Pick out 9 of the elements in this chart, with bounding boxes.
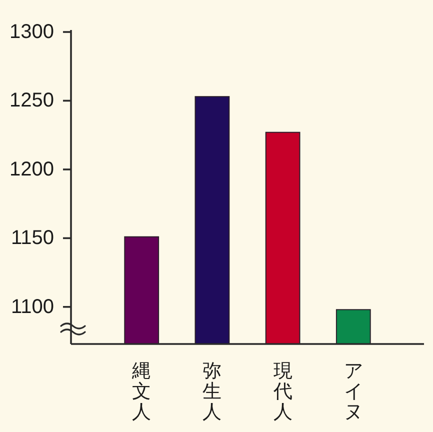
x-tick-label: 弥生人 xyxy=(202,360,222,422)
y-tick-label: 1150 xyxy=(10,227,54,250)
y-tick-label: 1300 xyxy=(10,21,54,43)
x-tick-label: 現代人 xyxy=(272,360,292,422)
y-tick-label: 1250 xyxy=(10,90,54,112)
y-tick-label: 1200 xyxy=(10,158,54,180)
x-tick-label: 縄文人 xyxy=(131,360,152,422)
x-tick-label: アイヌ xyxy=(344,360,363,422)
y-tick-label: 1100 xyxy=(10,296,54,318)
